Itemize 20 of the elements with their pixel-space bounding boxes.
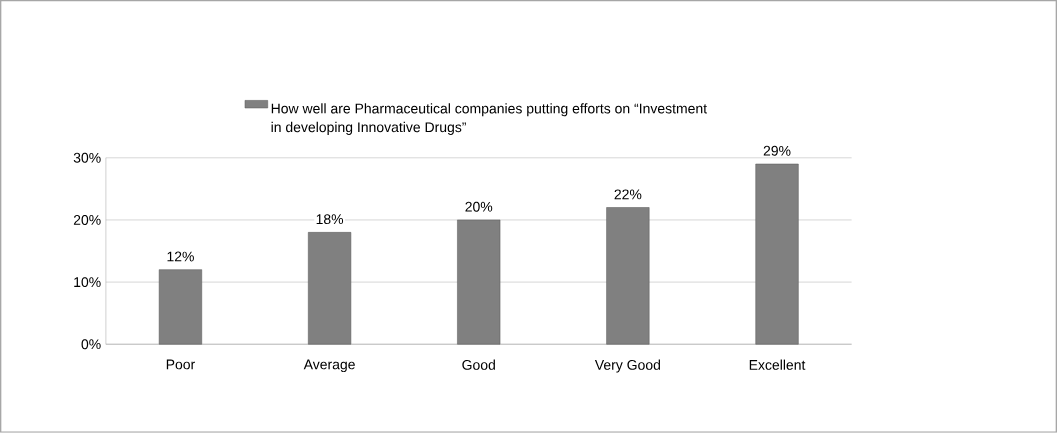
x-tick-label: Excellent xyxy=(749,359,806,370)
y-tick-label: 10% xyxy=(74,277,101,288)
bar xyxy=(457,219,501,345)
bar xyxy=(158,269,203,345)
y-tick-label: 20% xyxy=(73,215,101,226)
y-tick-label: 0% xyxy=(81,339,101,350)
data-label: 22% xyxy=(614,189,642,200)
data-label: 18% xyxy=(316,214,344,225)
bar xyxy=(308,232,352,345)
data-label: 12% xyxy=(167,251,194,262)
bar xyxy=(606,207,650,345)
bar xyxy=(755,163,799,345)
legend-label: How well are Pharmaceutical companies putting efforts on “Investment in developing Innovative Drugs” xyxy=(271,103,707,135)
data-label: 20% xyxy=(465,201,493,212)
y-tick-label: 30% xyxy=(73,152,101,163)
x-tick-label: Average xyxy=(303,359,355,373)
x-tick-label: Poor xyxy=(166,359,195,370)
data-label: 29% xyxy=(763,145,791,156)
x-tick-label: Very Good xyxy=(594,359,660,373)
x-tick-label: Good xyxy=(462,359,495,370)
